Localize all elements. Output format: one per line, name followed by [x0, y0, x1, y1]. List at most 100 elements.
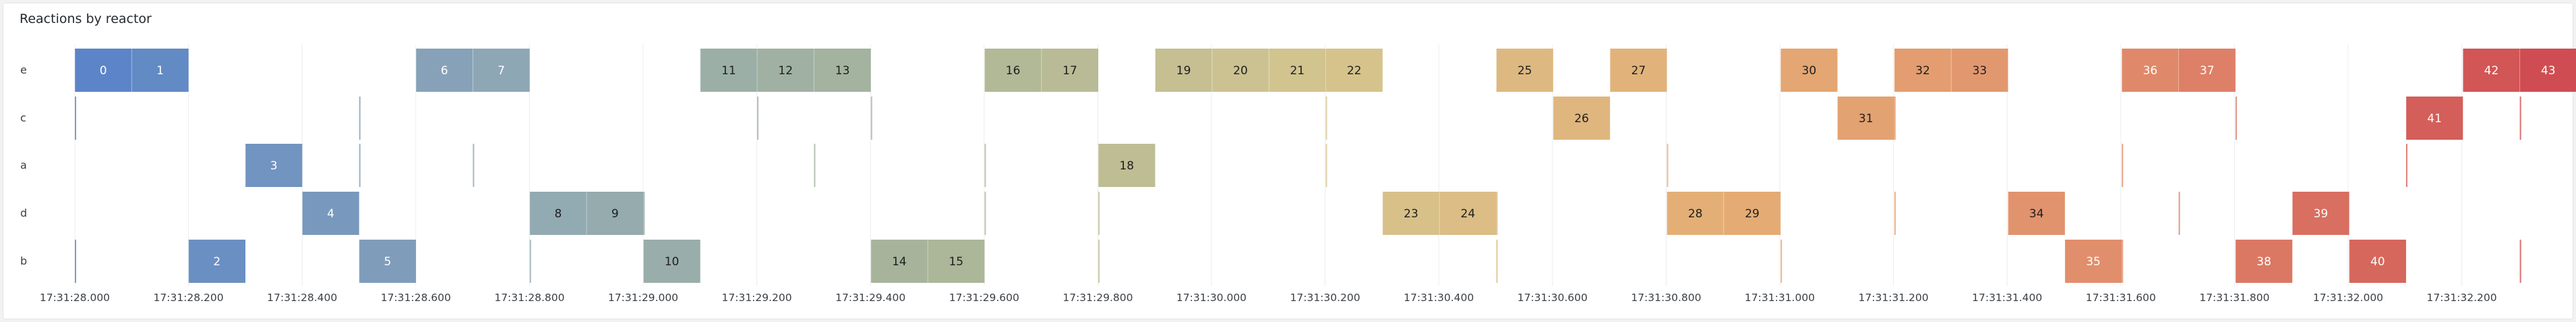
- reaction-block-20[interactable]: [1211, 49, 1269, 92]
- reaction-block-0[interactable]: [75, 49, 132, 92]
- lane-marker: [2122, 144, 2124, 187]
- reaction-block-18[interactable]: [1098, 144, 1156, 187]
- reaction-block-11[interactable]: [700, 49, 758, 92]
- reaction-block-27[interactable]: [1610, 49, 1667, 92]
- x-tick-label: 17:31:29.200: [722, 292, 792, 304]
- lane-marker: [984, 192, 986, 235]
- lane-marker: [2519, 97, 2521, 140]
- reaction-block-28[interactable]: [1667, 192, 1724, 235]
- reaction-label-31: 31: [1859, 112, 1874, 126]
- reaction-block-21[interactable]: [1269, 49, 1326, 92]
- reaction-label-43: 43: [2541, 64, 2556, 78]
- lane-label-c: c: [20, 111, 26, 124]
- reaction-block-6[interactable]: [416, 49, 473, 92]
- reaction-block-3[interactable]: [245, 144, 303, 187]
- lane-marker: [1098, 240, 1100, 283]
- reaction-label-41: 41: [2427, 112, 2442, 126]
- reaction-label-3: 3: [270, 159, 278, 173]
- reaction-block-36[interactable]: [2122, 49, 2179, 92]
- reaction-label-6: 6: [441, 64, 448, 78]
- reaction-label-18: 18: [1119, 159, 1134, 173]
- reaction-block-13[interactable]: [814, 49, 871, 92]
- reaction-label-23: 23: [1404, 207, 1418, 221]
- lane-marker: [1667, 144, 1669, 187]
- reaction-label-13: 13: [835, 64, 850, 78]
- reaction-block-32[interactable]: [1894, 49, 1952, 92]
- reaction-block-22[interactable]: [1325, 49, 1383, 92]
- reaction-block-17[interactable]: [1041, 49, 1099, 92]
- reaction-block-35[interactable]: [2064, 240, 2122, 283]
- reaction-label-24: 24: [1461, 207, 1476, 221]
- x-tick-label: 17:31:29.600: [949, 292, 1019, 304]
- reaction-block-43[interactable]: [2519, 49, 2576, 92]
- lane-marker: [2519, 240, 2521, 283]
- reaction-label-19: 19: [1176, 64, 1191, 78]
- reaction-block-5[interactable]: [359, 240, 417, 283]
- reaction-block-9[interactable]: [587, 192, 644, 235]
- reaction-block-34[interactable]: [2008, 192, 2065, 235]
- lane-marker: [75, 97, 76, 140]
- lane-marker: [1496, 240, 1498, 283]
- reaction-label-2: 2: [213, 255, 220, 269]
- reaction-block-7[interactable]: [473, 49, 530, 92]
- lane-marker: [2122, 240, 2124, 283]
- reaction-block-23[interactable]: [1382, 192, 1440, 235]
- reaction-block-30[interactable]: [1780, 49, 1838, 92]
- reaction-block-19[interactable]: [1155, 49, 1212, 92]
- x-tick-label: 17:31:30.200: [1290, 292, 1360, 304]
- reaction-label-40: 40: [2370, 255, 2385, 269]
- reaction-label-4: 4: [327, 207, 334, 221]
- lane-marker: [814, 144, 816, 187]
- x-tick-label: 17:31:30.400: [1404, 292, 1474, 304]
- reaction-label-1: 1: [156, 64, 164, 78]
- lane-marker: [2235, 97, 2237, 140]
- x-tick-label: 17:31:32.000: [2313, 292, 2383, 304]
- lane-marker: [1325, 144, 1327, 187]
- lane-label-b: b: [20, 254, 27, 267]
- reaction-block-1[interactable]: [131, 49, 189, 92]
- x-tick-label: 17:31:28.600: [381, 292, 451, 304]
- lane-marker: [643, 192, 645, 235]
- reaction-label-25: 25: [1518, 64, 1532, 78]
- reaction-label-22: 22: [1347, 64, 1362, 78]
- x-tick-label: 17:31:29.000: [608, 292, 678, 304]
- reaction-label-11: 11: [721, 64, 736, 78]
- lane-marker: [529, 240, 531, 283]
- reaction-block-41[interactable]: [2405, 97, 2463, 140]
- reaction-label-14: 14: [892, 255, 907, 269]
- reaction-label-10: 10: [665, 255, 680, 269]
- reaction-block-2[interactable]: [188, 240, 246, 283]
- reaction-block-42[interactable]: [2463, 49, 2520, 92]
- reaction-block-29[interactable]: [1723, 192, 1781, 235]
- reaction-label-26: 26: [1574, 112, 1589, 126]
- reaction-block-8[interactable]: [529, 192, 587, 235]
- reaction-block-24[interactable]: [1439, 192, 1497, 235]
- lane-marker: [2405, 144, 2407, 187]
- reaction-label-38: 38: [2256, 255, 2271, 269]
- reaction-label-30: 30: [1802, 64, 1817, 78]
- reaction-label-37: 37: [2200, 64, 2215, 78]
- lane-label-d: d: [20, 207, 27, 219]
- reaction-block-37[interactable]: [2178, 49, 2236, 92]
- reaction-label-9: 9: [611, 207, 619, 221]
- panel-title: Reactions by reactor: [20, 11, 152, 26]
- reaction-block-38[interactable]: [2235, 240, 2293, 283]
- reaction-label-8: 8: [554, 207, 562, 221]
- reaction-block-12[interactable]: [757, 49, 814, 92]
- reaction-block-25[interactable]: [1496, 49, 1553, 92]
- reaction-label-16: 16: [1006, 64, 1021, 78]
- reaction-block-4[interactable]: [302, 192, 359, 235]
- reaction-block-14[interactable]: [870, 240, 928, 283]
- lane-marker: [1496, 192, 1498, 235]
- reaction-block-40[interactable]: [2349, 240, 2406, 283]
- reaction-block-10[interactable]: [643, 240, 700, 283]
- reaction-block-33[interactable]: [1951, 49, 2008, 92]
- reaction-block-26[interactable]: [1553, 97, 1611, 140]
- reaction-block-39[interactable]: [2292, 192, 2349, 235]
- reaction-block-15[interactable]: [928, 240, 985, 283]
- lane-marker: [359, 144, 361, 187]
- reaction-block-31[interactable]: [1837, 97, 1894, 140]
- reaction-label-27: 27: [1631, 64, 1646, 78]
- reaction-block-16[interactable]: [984, 49, 1042, 92]
